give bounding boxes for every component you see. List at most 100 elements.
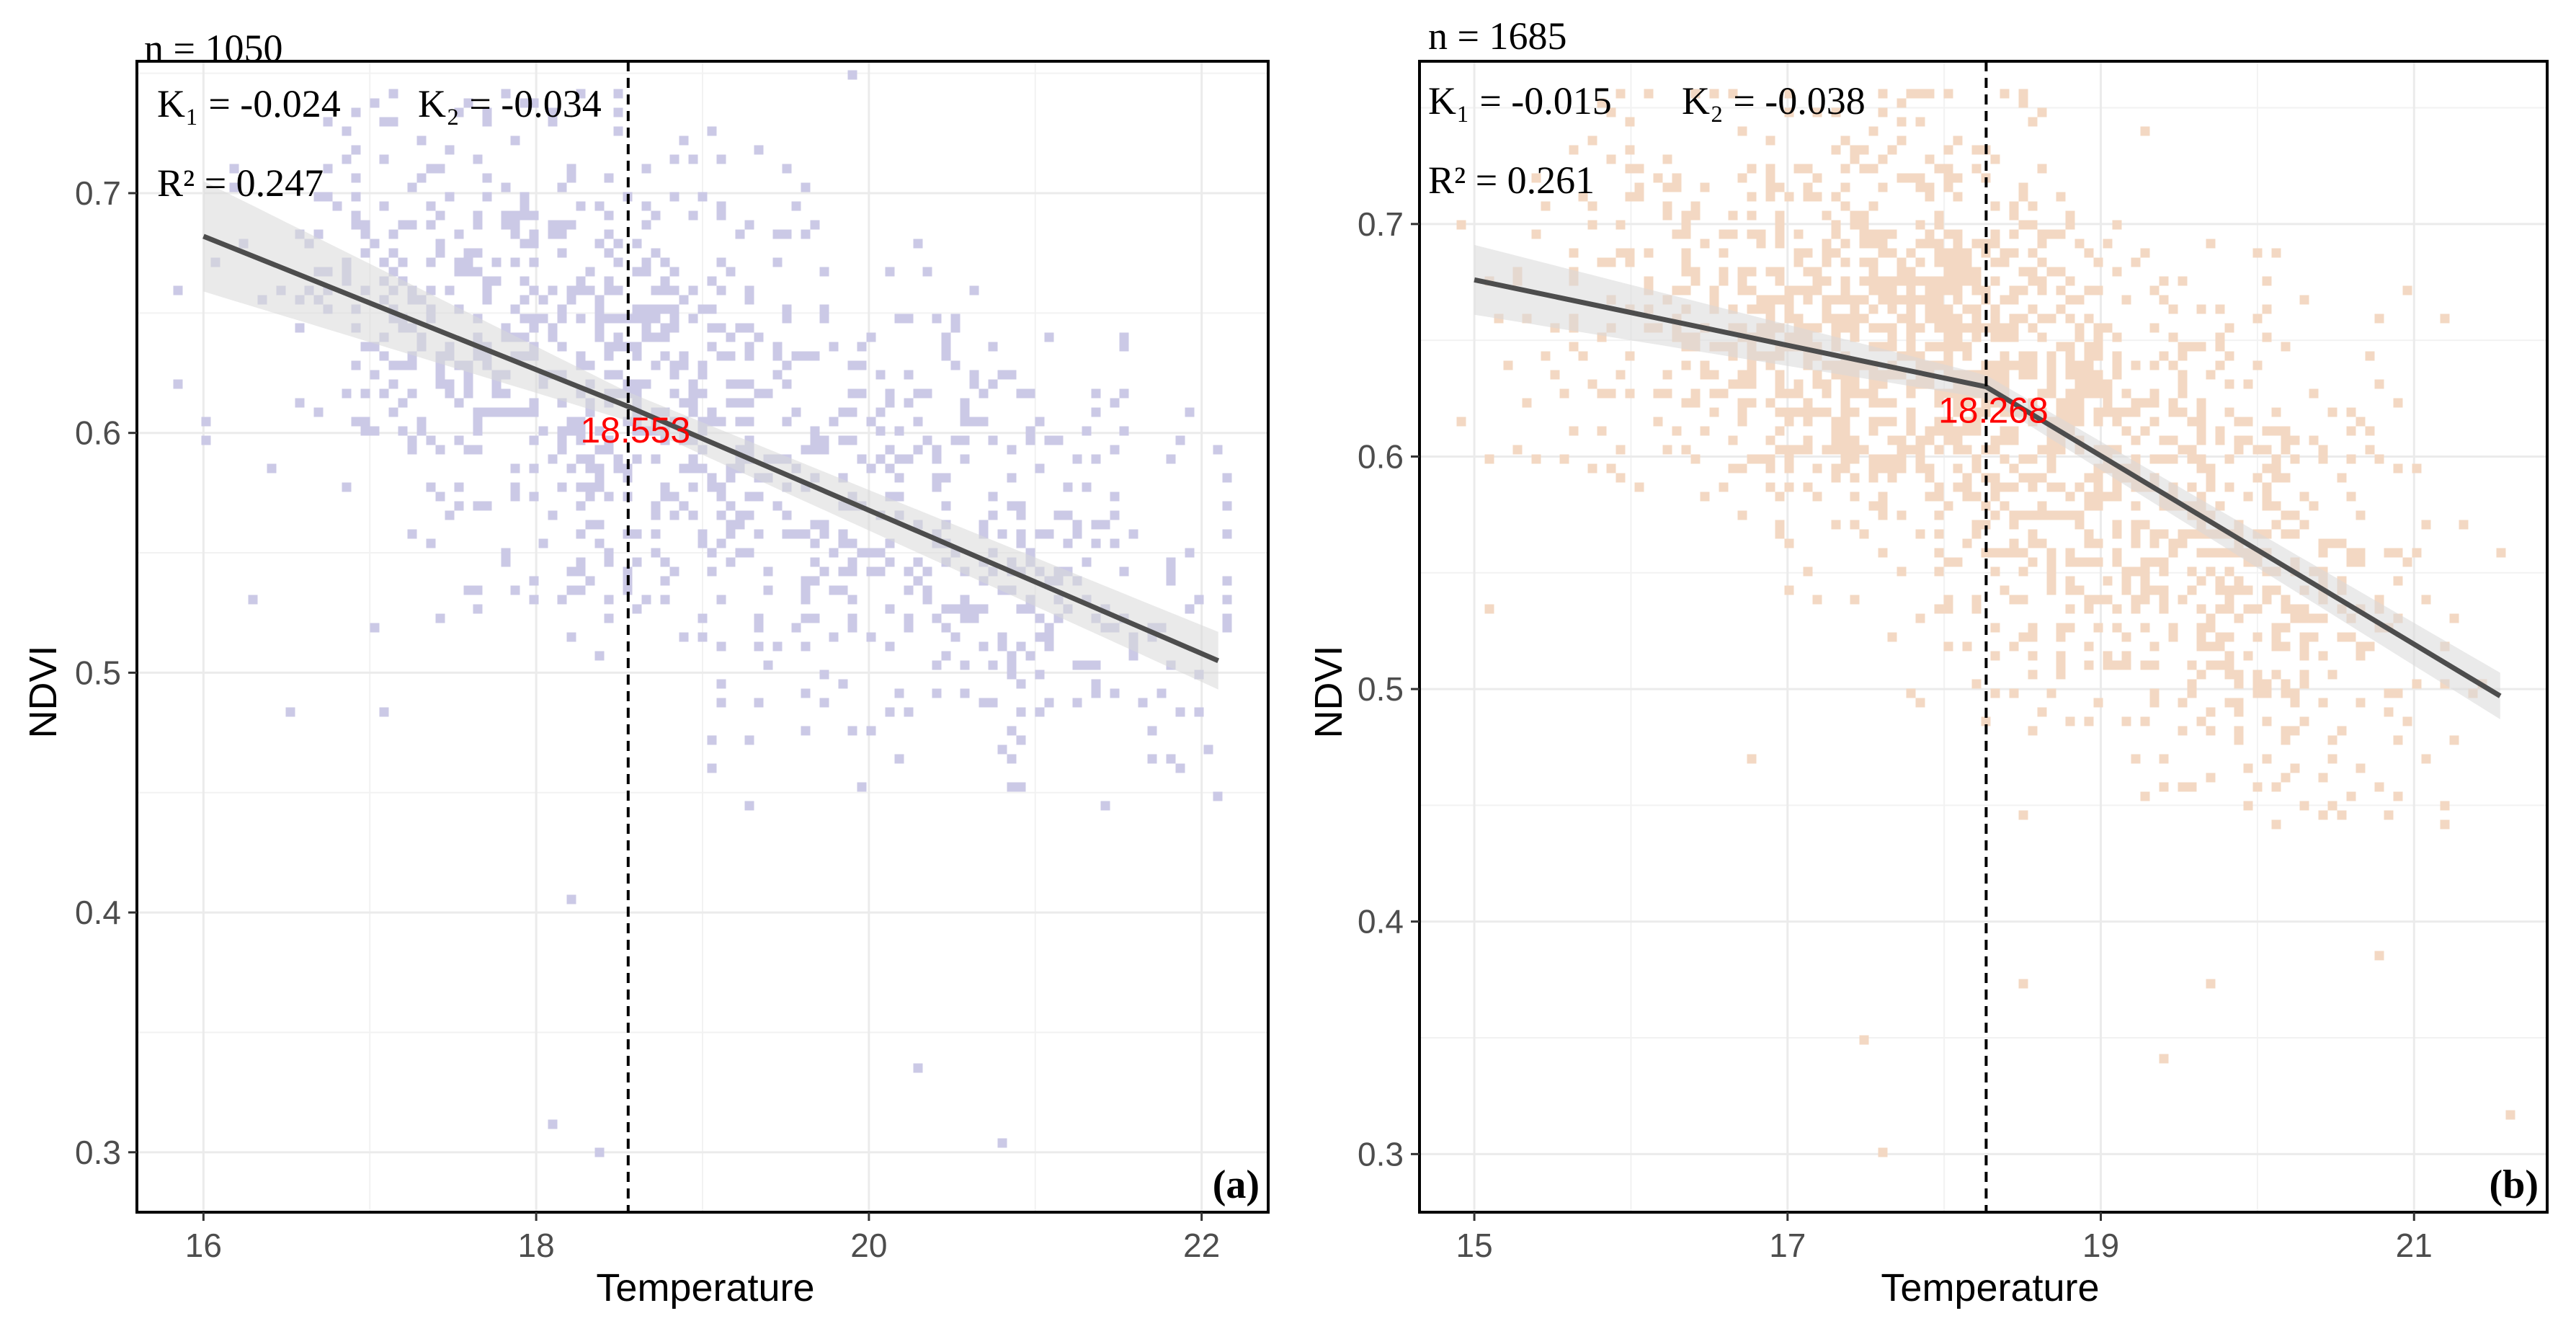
panel-a-point — [651, 332, 661, 342]
panel-b-xtick-label: 15 — [1456, 1227, 1492, 1264]
panel-a-point — [838, 585, 848, 595]
panel-b-point — [1747, 267, 1757, 277]
panel-b-point — [1719, 388, 1729, 399]
panel-a-point — [754, 388, 764, 399]
panel-b-point — [1456, 417, 1466, 427]
panel-b-point — [1943, 342, 1953, 352]
panel-b-point — [1943, 145, 1953, 155]
panel-b-point — [1878, 454, 1888, 464]
panel-a-point — [351, 107, 361, 117]
panel-a-point — [510, 585, 520, 595]
panel-a-point — [1082, 482, 1092, 492]
panel-a-point — [379, 201, 389, 211]
panel-a-point — [744, 735, 754, 745]
panel-b-point — [2149, 454, 2160, 464]
panel-b-point — [2215, 660, 2225, 670]
panel-a-point — [1156, 688, 1167, 698]
panel-b-point — [2187, 445, 2197, 455]
panel-b-point — [1878, 295, 1888, 305]
panel-b-point — [1822, 388, 1832, 399]
panel-a-xtick-label: 16 — [185, 1227, 222, 1264]
panel-a-point — [716, 595, 726, 605]
panel-b-point — [1784, 463, 1794, 473]
panel-b-point — [2252, 248, 2263, 258]
panel-b-point — [1868, 388, 1878, 399]
panel-a-point — [913, 557, 923, 567]
panel-b-point — [2140, 576, 2150, 586]
panel-b-point — [1662, 182, 1672, 192]
panel-b-point — [2056, 304, 2066, 314]
panel-b-frame — [1418, 60, 2549, 1214]
panel-a-point — [285, 707, 295, 717]
panel-a-point — [529, 210, 539, 221]
panel-b-point — [2206, 482, 2216, 492]
panel-a-point — [576, 566, 586, 577]
panel-b-point — [1953, 332, 1963, 342]
panel-a-point — [716, 323, 726, 333]
panel-b-point — [1971, 332, 1982, 342]
panel-b-point — [1793, 257, 1804, 267]
panel-b-point — [1887, 473, 1897, 483]
panel-b-point — [2065, 360, 2075, 370]
panel-b-point — [1953, 314, 1963, 324]
panel-b-point — [2346, 791, 2356, 801]
panel-b-point — [1971, 492, 1982, 502]
panel-b-point — [2018, 595, 2028, 605]
panel-b-point — [2046, 585, 2056, 595]
panel-b-point — [1662, 388, 1672, 399]
panel-b-point — [2159, 351, 2169, 361]
panel-b-point — [2065, 295, 2075, 305]
panel-b-point — [1868, 417, 1878, 427]
panel-a-point — [847, 435, 857, 445]
panel-b-point — [1878, 285, 1888, 295]
panel-b-point — [2224, 351, 2234, 361]
panel-a-point — [323, 117, 333, 127]
panel-b-point — [2046, 267, 2056, 277]
panel-a-point — [772, 257, 783, 267]
panel-b-point — [2159, 566, 2169, 577]
panel-a-point — [660, 323, 670, 333]
panel-a-point — [698, 304, 708, 314]
panel-a-point — [1072, 454, 1082, 464]
panel-a-point — [379, 117, 389, 127]
panel-a-point — [435, 164, 445, 174]
panel-b-point — [1906, 688, 1916, 698]
panel-b-point — [2234, 670, 2244, 680]
panel-b-point — [1747, 370, 1757, 380]
panel-b-point — [2149, 688, 2160, 698]
panel-a-point — [557, 435, 567, 445]
panel-a-point — [510, 407, 520, 417]
panel-b-point — [2149, 557, 2160, 567]
panel-b-point — [1784, 417, 1794, 427]
panel-b-point — [2149, 529, 2160, 539]
panel-a-point — [1110, 510, 1120, 520]
panel-b-point — [2393, 576, 2403, 586]
panel-a-point — [510, 492, 520, 502]
panel-b-point — [2318, 538, 2328, 548]
panel-b-point — [1728, 210, 1738, 221]
panel-a-point — [398, 426, 408, 436]
panel-b-point — [1840, 379, 1850, 389]
panel-a-point — [407, 220, 417, 230]
panel-a-point — [763, 566, 773, 577]
panel-a-point — [744, 510, 754, 520]
panel-a-point — [960, 604, 970, 614]
panel-b-point — [2168, 407, 2178, 417]
panel-b-point — [1784, 407, 1794, 417]
panel-a-point — [482, 276, 492, 286]
panel-a-point — [1016, 538, 1026, 548]
panel-b-point — [2327, 754, 2337, 764]
panel-a-ytick-label: 0.7 — [75, 174, 121, 212]
panel-a-point — [473, 154, 483, 164]
panel-b-point — [2121, 566, 2131, 577]
panel-a-point — [651, 529, 661, 539]
panel-a-point — [969, 370, 979, 380]
panel-b-k2-label: K₂ = -0.038 — [1682, 79, 1866, 123]
panel-b-point — [2046, 557, 2056, 567]
panel-a-point — [744, 417, 754, 427]
panel-a-point — [679, 501, 689, 511]
panel-a-point — [669, 360, 679, 370]
panel-b-point — [1868, 454, 1878, 464]
panel-a-point — [669, 370, 679, 380]
panel-b-point — [1625, 388, 1635, 399]
